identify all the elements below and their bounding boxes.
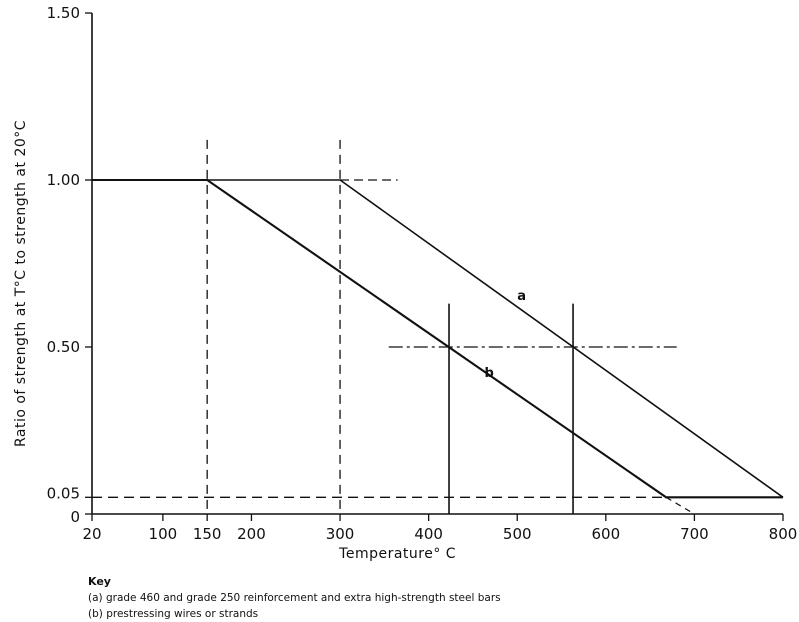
x-tick-label-200: 200	[237, 525, 266, 543]
x-tick-label-700: 700	[680, 525, 709, 543]
x-tick-label-20: 20	[82, 525, 101, 543]
key-item-b: (b) prestressing wires or strands	[88, 608, 259, 620]
y-axis-title: Ratio of strength at T°C to strength at …	[13, 120, 29, 447]
x-tick-label-100: 100	[149, 525, 178, 543]
series-label-b: b	[484, 366, 493, 381]
axes	[91, 13, 783, 515]
x-axis-title: Temperature° C	[338, 546, 456, 562]
y-tick-label-0: 0	[70, 508, 80, 526]
y-tick-label-0.05: 0.05	[47, 484, 80, 502]
key-title: Key	[88, 575, 111, 588]
y-tick-label-1.00: 1.00	[47, 171, 80, 189]
ticks: 20 100 150 200 300 400 500 600 700 800 0 0.05 0.50 1.…	[47, 4, 798, 543]
reference-lines	[92, 139, 783, 515]
series-lines	[92, 178, 784, 499]
key-item-a: (a) grade 460 and grade 250 reinforcemen…	[88, 592, 501, 604]
x-tick-label-800: 800	[769, 525, 798, 543]
series-line-b	[92, 178, 783, 499]
y-tick-label-0.50: 0.50	[47, 338, 80, 356]
x-tick-label-300: 300	[326, 525, 355, 543]
x-tick-label-400: 400	[414, 525, 443, 543]
x-tick-label-150: 150	[193, 525, 222, 543]
series-label-a: a	[517, 289, 526, 304]
x-tick-label-600: 600	[592, 525, 621, 543]
curve-b-extension	[665, 496, 695, 515]
key-legend: Key (a) grade 460 and grade 250 reinforc…	[88, 574, 501, 622]
y-tick-label-1.50: 1.50	[47, 4, 80, 22]
x-tick-label-500: 500	[503, 525, 532, 543]
